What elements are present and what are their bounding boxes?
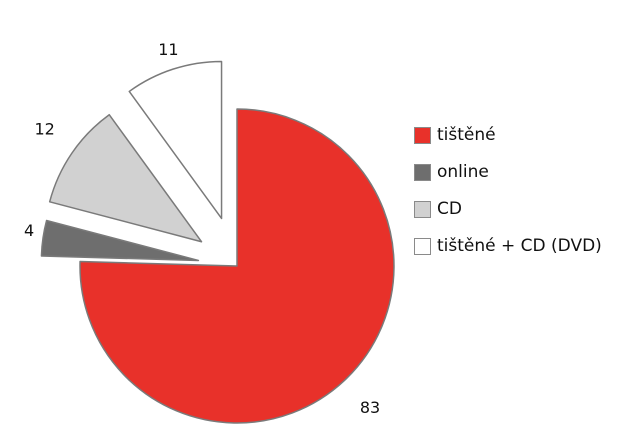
legend-label-printed-cd-dvd: tištěné + CD (DVD) (437, 236, 602, 256)
slice-value-label: 83 (360, 398, 380, 417)
slice-value-label: 11 (158, 40, 178, 59)
pie-slice (79, 108, 395, 424)
legend-item-printed: tištěné (414, 124, 602, 146)
legend-item-online: online (414, 161, 602, 183)
legend-item-printed-cd-dvd: tištěné + CD (DVD) (414, 235, 602, 257)
legend-swatch-online (414, 163, 431, 181)
legend-item-cd: CD (414, 198, 602, 220)
pie-slice (48, 113, 203, 243)
legend-label-printed: tištěné (437, 125, 496, 145)
chart-legend: tištěné online CD tištěné + CD (DVD) (414, 124, 602, 272)
legend-label-cd: CD (437, 199, 462, 219)
pie-slice (40, 219, 200, 262)
legend-label-online: online (437, 162, 489, 182)
legend-swatch-printed (414, 126, 431, 144)
legend-swatch-printed-cd-dvd (414, 237, 431, 255)
legend-swatch-cd (414, 200, 431, 218)
pie-slice (128, 60, 223, 220)
slice-value-label: 12 (34, 119, 54, 138)
slice-value-label: 4 (24, 221, 34, 240)
